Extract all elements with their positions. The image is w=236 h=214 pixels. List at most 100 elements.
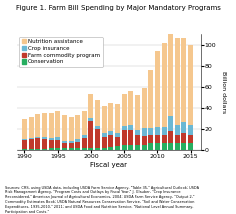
Bar xyxy=(148,135,153,144)
Bar xyxy=(168,144,173,150)
Bar xyxy=(115,146,120,150)
Bar xyxy=(35,114,40,137)
Bar xyxy=(68,148,73,150)
Bar xyxy=(75,142,80,148)
Bar xyxy=(155,51,160,127)
Bar xyxy=(162,144,167,150)
Bar xyxy=(181,122,186,133)
Bar xyxy=(122,144,127,150)
Bar xyxy=(49,138,54,140)
Bar xyxy=(29,138,34,139)
Bar xyxy=(181,133,186,144)
Bar xyxy=(22,119,27,139)
Bar xyxy=(115,133,120,137)
Text: Sources: CRS, using USDA data, including USDA Farm Service Agency, "Table 35," A: Sources: CRS, using USDA data, including… xyxy=(5,186,199,214)
Bar xyxy=(55,148,60,150)
Bar xyxy=(22,140,27,149)
Bar xyxy=(148,128,153,135)
Bar xyxy=(42,113,47,137)
Bar xyxy=(188,135,193,144)
Bar xyxy=(122,130,127,144)
Bar xyxy=(75,139,80,142)
Bar xyxy=(115,137,120,146)
Bar xyxy=(95,129,100,148)
Bar xyxy=(88,118,93,121)
Bar xyxy=(108,135,113,147)
Bar xyxy=(55,111,60,137)
Bar xyxy=(188,144,193,150)
Bar xyxy=(102,133,107,137)
Bar xyxy=(135,130,140,135)
X-axis label: Fiscal year: Fiscal year xyxy=(90,162,127,168)
Bar xyxy=(55,137,60,140)
Bar xyxy=(102,148,107,150)
Bar xyxy=(122,94,127,126)
Bar xyxy=(68,117,73,141)
Bar xyxy=(162,135,167,144)
Bar xyxy=(35,149,40,150)
Bar xyxy=(128,130,133,144)
Bar xyxy=(95,148,100,150)
Legend: Nutrition assistance, Crop insurance, Farm commodity program, Conservation: Nutrition assistance, Crop insurance, Fa… xyxy=(19,37,102,67)
Bar xyxy=(29,139,34,149)
Bar xyxy=(162,127,167,135)
Bar xyxy=(142,128,147,136)
Bar xyxy=(102,106,107,133)
Bar xyxy=(29,117,34,138)
Bar xyxy=(82,138,87,148)
Bar xyxy=(88,148,93,150)
Bar xyxy=(135,95,140,130)
Bar xyxy=(175,125,180,135)
Bar xyxy=(168,131,173,144)
Bar xyxy=(128,144,133,150)
Bar xyxy=(115,104,120,133)
Bar xyxy=(188,125,193,135)
Bar xyxy=(75,148,80,150)
Bar xyxy=(82,111,87,135)
Bar xyxy=(88,94,93,118)
Bar xyxy=(142,88,147,128)
Bar xyxy=(88,121,93,148)
Bar xyxy=(55,140,60,148)
Bar xyxy=(108,147,113,150)
Bar xyxy=(49,140,54,148)
Bar xyxy=(82,135,87,138)
Bar xyxy=(128,91,133,125)
Bar xyxy=(82,148,87,150)
Bar xyxy=(162,43,167,127)
Bar xyxy=(68,141,73,143)
Bar xyxy=(181,39,186,122)
Bar xyxy=(68,143,73,148)
Bar xyxy=(142,136,147,144)
Y-axis label: Billion dollars: Billion dollars xyxy=(221,71,226,113)
Bar xyxy=(175,144,180,150)
Bar xyxy=(135,135,140,144)
Bar xyxy=(102,137,107,148)
Bar xyxy=(35,138,40,149)
Bar xyxy=(148,144,153,150)
Bar xyxy=(75,115,80,139)
Bar xyxy=(155,135,160,144)
Bar xyxy=(175,39,180,125)
Bar xyxy=(62,148,67,150)
Bar xyxy=(181,144,186,150)
Bar xyxy=(168,29,173,116)
Bar xyxy=(128,125,133,130)
Bar xyxy=(168,116,173,131)
Bar xyxy=(62,143,67,148)
Bar xyxy=(188,45,193,125)
Bar xyxy=(62,141,67,143)
Bar xyxy=(148,70,153,128)
Bar xyxy=(35,137,40,138)
Bar xyxy=(142,144,147,150)
Bar xyxy=(95,100,100,126)
Bar xyxy=(155,127,160,135)
Bar xyxy=(49,148,54,150)
Bar xyxy=(108,131,113,135)
Bar xyxy=(155,144,160,150)
Bar xyxy=(29,149,34,150)
Bar xyxy=(175,135,180,144)
Bar xyxy=(22,149,27,150)
Bar xyxy=(42,137,47,139)
Text: Figure 1. Farm Bill Spending by Major Mandatory Programs: Figure 1. Farm Bill Spending by Major Ma… xyxy=(16,5,220,11)
